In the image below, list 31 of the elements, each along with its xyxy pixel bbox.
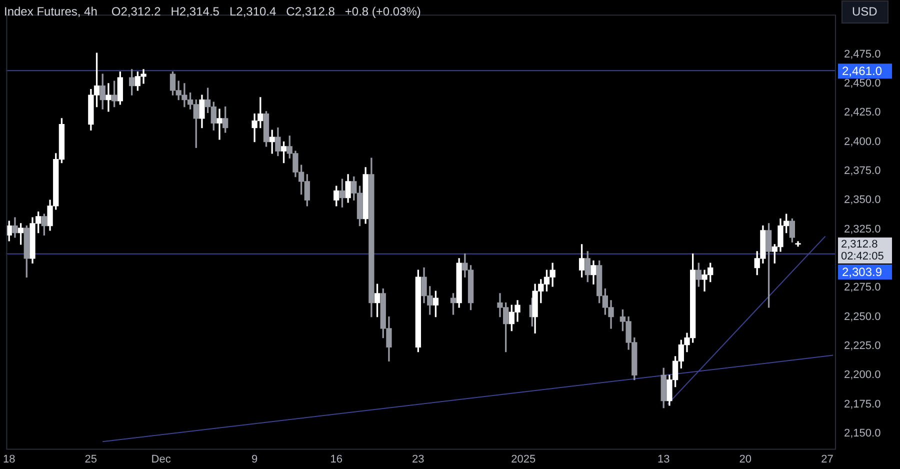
x-tick-label: 23	[412, 453, 424, 466]
y-tick-label: 2,200.0	[844, 369, 881, 382]
x-tick-label: 2025	[511, 453, 536, 466]
y-tick-label: 2,150.0	[844, 427, 881, 440]
y-tick-label: 2,425.0	[844, 106, 881, 119]
x-tick-label: 25	[84, 453, 98, 466]
x-tick-label: 20	[739, 453, 752, 466]
x-tick-label: 13	[657, 453, 670, 466]
y-tick-label: 2,400.0	[844, 136, 881, 148]
y-tick-label: 2,375.0	[844, 164, 881, 177]
y-tick-label: 2,250.0	[844, 310, 881, 323]
ref-line-label: 2,461.0	[842, 64, 882, 78]
chart-title: Index Futures, 4h	[4, 4, 98, 18]
y-tick-label: 2,475.0	[844, 48, 881, 60]
candlestick	[106, 83, 112, 112]
y-tick-label: 2,350.0	[844, 194, 881, 206]
chart-subtitle: O2,312.2 H2,314.5 L2,310.4 C2,312.8 +0.8 (+0.03%)	[111, 4, 421, 18]
y-tick-label: 2,275.0	[844, 282, 881, 294]
x-tick-label: 16	[330, 453, 342, 466]
text: USD	[852, 4, 878, 18]
x-tick-label: 27	[821, 453, 834, 466]
x-tick-label: 18	[2, 453, 16, 466]
y-tick-label: 2,450.0	[844, 77, 881, 90]
y-tick-label: 2,175.0	[844, 398, 881, 410]
y-tick-label: 2,225.0	[844, 340, 881, 352]
y-tick-label: 2,325.0	[844, 223, 881, 236]
x-tick-label: Dec	[151, 453, 172, 466]
x-tick-label: 9	[251, 453, 258, 466]
text: 2,312.8 02:42:05	[841, 238, 884, 263]
ref-line-label: 2,303.9	[842, 264, 882, 279]
candlestick	[216, 108, 222, 140]
